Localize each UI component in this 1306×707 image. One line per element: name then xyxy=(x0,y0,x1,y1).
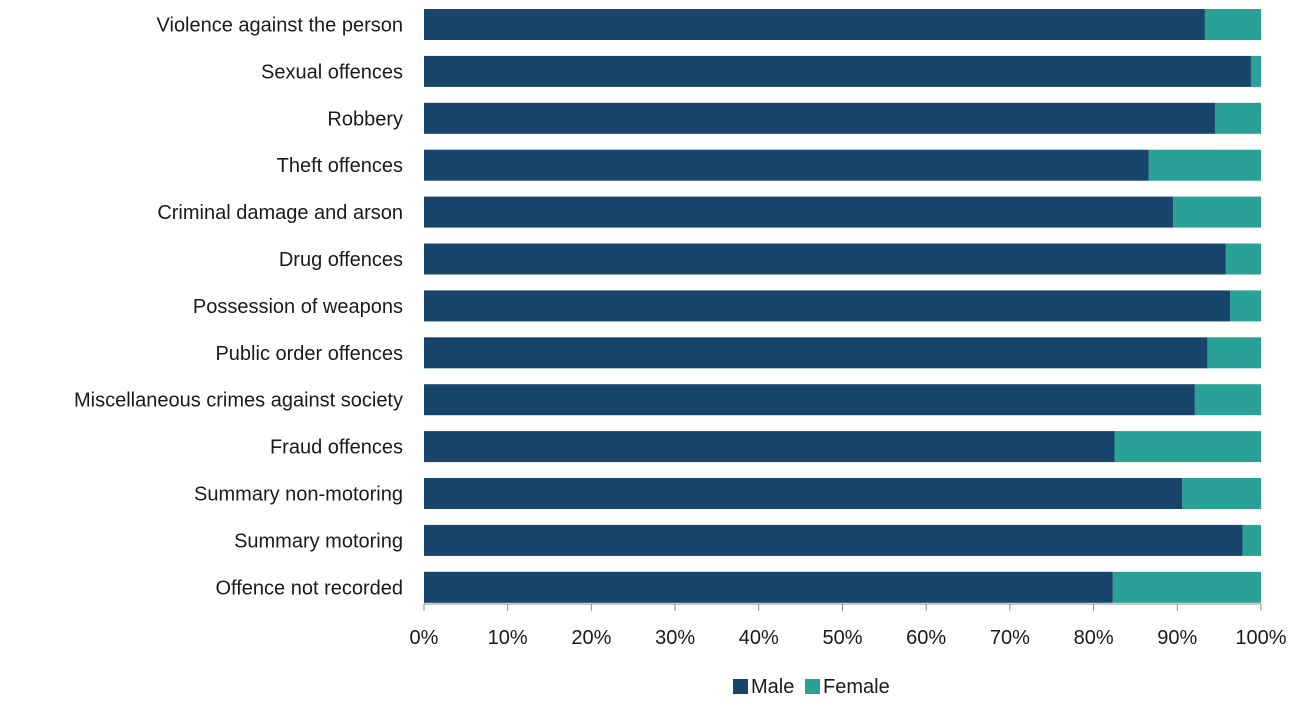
category-label: Violence against the person xyxy=(157,15,403,37)
x-tick-label: 50% xyxy=(822,627,862,649)
legend-label-female: Female xyxy=(823,676,890,698)
x-tick-label: 60% xyxy=(906,627,946,649)
bar-male-12 xyxy=(424,571,1113,603)
category-label: Possession of weapons xyxy=(193,296,403,318)
bar-female-7 xyxy=(1207,337,1261,369)
x-tick-label: 10% xyxy=(488,627,528,649)
category-label: Robbery xyxy=(327,108,403,130)
bar-male-1 xyxy=(424,55,1251,87)
bar-female-4 xyxy=(1173,196,1261,228)
category-label: Miscellaneous crimes against society xyxy=(74,390,403,412)
bar-male-10 xyxy=(424,478,1183,509)
category-label: Summary motoring xyxy=(234,530,403,552)
bar-male-0 xyxy=(424,9,1205,40)
bar-male-5 xyxy=(424,243,1226,275)
x-axis: 0% 10% 20% 30% 40% 50% 60% 70% 80% 90% 100% xyxy=(410,603,1287,649)
bar-male-6 xyxy=(424,290,1231,322)
category-label: Drug offences xyxy=(279,249,403,271)
category-labels: Violence against the person Sexual offenc… xyxy=(74,15,403,600)
bar-male-4 xyxy=(424,196,1174,228)
x-tick-label: 40% xyxy=(739,627,779,649)
category-label: Sexual offences xyxy=(261,61,403,83)
legend-swatch-male xyxy=(733,679,748,694)
x-tick-label: 70% xyxy=(990,627,1030,649)
category-label: Fraud offences xyxy=(270,437,403,459)
category-label: Public order offences xyxy=(215,343,403,365)
bar-male-9 xyxy=(424,431,1115,463)
bar-female-10 xyxy=(1182,478,1261,509)
category-label: Criminal damage and arson xyxy=(157,202,403,224)
bar-female-8 xyxy=(1194,384,1261,416)
x-tick-label: 100% xyxy=(1235,627,1286,649)
bar-female-5 xyxy=(1225,243,1261,275)
bar-male-8 xyxy=(424,384,1195,416)
legend-label-male: Male xyxy=(751,676,794,698)
x-tick-label: 80% xyxy=(1074,627,1114,649)
bar-female-11 xyxy=(1242,524,1261,556)
bar-male-11 xyxy=(424,524,1243,556)
category-label: Offence not recorded xyxy=(215,577,403,599)
bar-female-1 xyxy=(1250,55,1261,87)
bar-female-6 xyxy=(1230,290,1261,322)
bar-female-0 xyxy=(1204,9,1261,40)
bars-group xyxy=(424,9,1261,603)
bar-female-9 xyxy=(1114,431,1261,463)
bar-female-3 xyxy=(1148,149,1261,181)
x-tick-label: 0% xyxy=(410,627,439,649)
category-label: Summary non-motoring xyxy=(194,484,403,506)
category-label: Theft offences xyxy=(277,155,403,177)
x-tick-label: 30% xyxy=(655,627,695,649)
bar-female-2 xyxy=(1214,102,1261,134)
bar-female-12 xyxy=(1112,571,1261,603)
legend-swatch-female xyxy=(805,679,820,694)
legend: Male Female xyxy=(733,676,890,698)
bar-male-3 xyxy=(424,149,1149,181)
x-tick-label: 20% xyxy=(571,627,611,649)
bar-male-7 xyxy=(424,337,1208,369)
bar-male-2 xyxy=(424,102,1215,134)
x-tick-label: 90% xyxy=(1157,627,1197,649)
